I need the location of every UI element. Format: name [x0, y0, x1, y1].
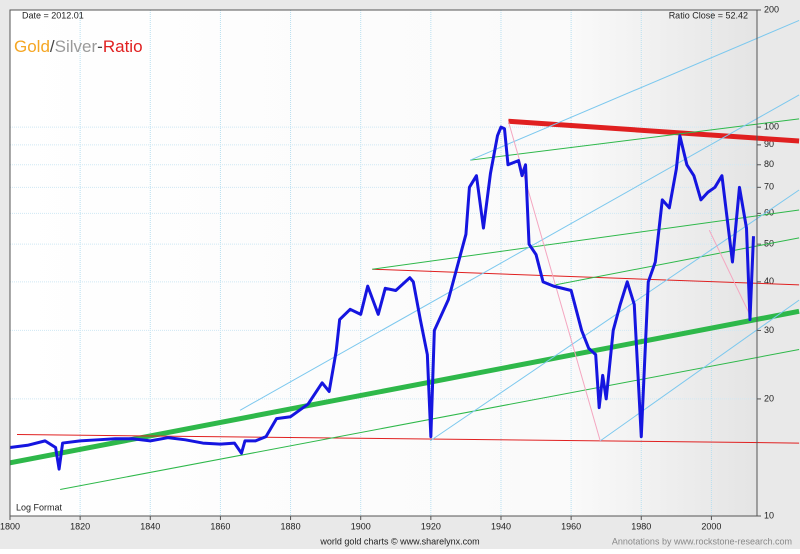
y-tick-label: 40 [764, 276, 774, 286]
trend-line [555, 237, 800, 286]
x-tick-label: 1920 [421, 521, 441, 531]
x-tick-label: 1900 [351, 521, 371, 531]
trend-line [469, 19, 800, 161]
trend-line [372, 268, 800, 286]
y-tick-label: 80 [764, 159, 774, 169]
title-part: Ratio [103, 37, 143, 56]
x-tick-label: 1840 [140, 521, 160, 531]
trend-line [599, 299, 800, 442]
trend-line [708, 230, 752, 319]
x-tick-label: 1820 [70, 521, 90, 531]
chart-title: Gold/Silver-Ratio [14, 37, 143, 56]
plot-frame [9, 9, 758, 517]
close-label: Ratio Close = 52.42 [669, 10, 748, 20]
x-tick-label: 1940 [491, 521, 511, 531]
y-tick-label: 70 [764, 182, 774, 192]
trend-line [508, 118, 800, 144]
date-label: Date = 2012.01 [22, 10, 84, 20]
scale-label: Log Format [16, 502, 63, 512]
x-tick-label: 2000 [701, 521, 721, 531]
title-part: Gold [14, 37, 50, 56]
trend-line [239, 94, 800, 411]
y-tick-label: 200 [764, 4, 779, 14]
y-tick-label: 90 [764, 139, 774, 149]
plot-area [10, 10, 757, 516]
y-tick-label: 60 [764, 208, 774, 218]
trend-line [17, 434, 800, 444]
trend-line [429, 189, 800, 442]
x-tick-label: 1960 [561, 521, 581, 531]
y-tick-label: 20 [764, 393, 774, 403]
title-part: - [97, 37, 103, 56]
annotation-credit: Annotations by www.rockstone-research.co… [612, 536, 792, 546]
title-part: Silver [55, 37, 98, 56]
y-tick-label: 10 [764, 510, 774, 520]
title-part: / [50, 37, 55, 56]
y-tick-label: 100 [764, 121, 779, 131]
y-tick-label: 30 [764, 325, 774, 335]
ratio-line [9, 125, 755, 471]
x-tick-label: 1980 [631, 521, 651, 531]
x-tick-label: 1860 [210, 521, 230, 531]
source: world gold charts © www.sharelynx.com [319, 536, 479, 546]
x-tick-label: 1800 [0, 521, 20, 531]
trend-line [9, 308, 800, 466]
x-tick-label: 1880 [281, 521, 301, 531]
